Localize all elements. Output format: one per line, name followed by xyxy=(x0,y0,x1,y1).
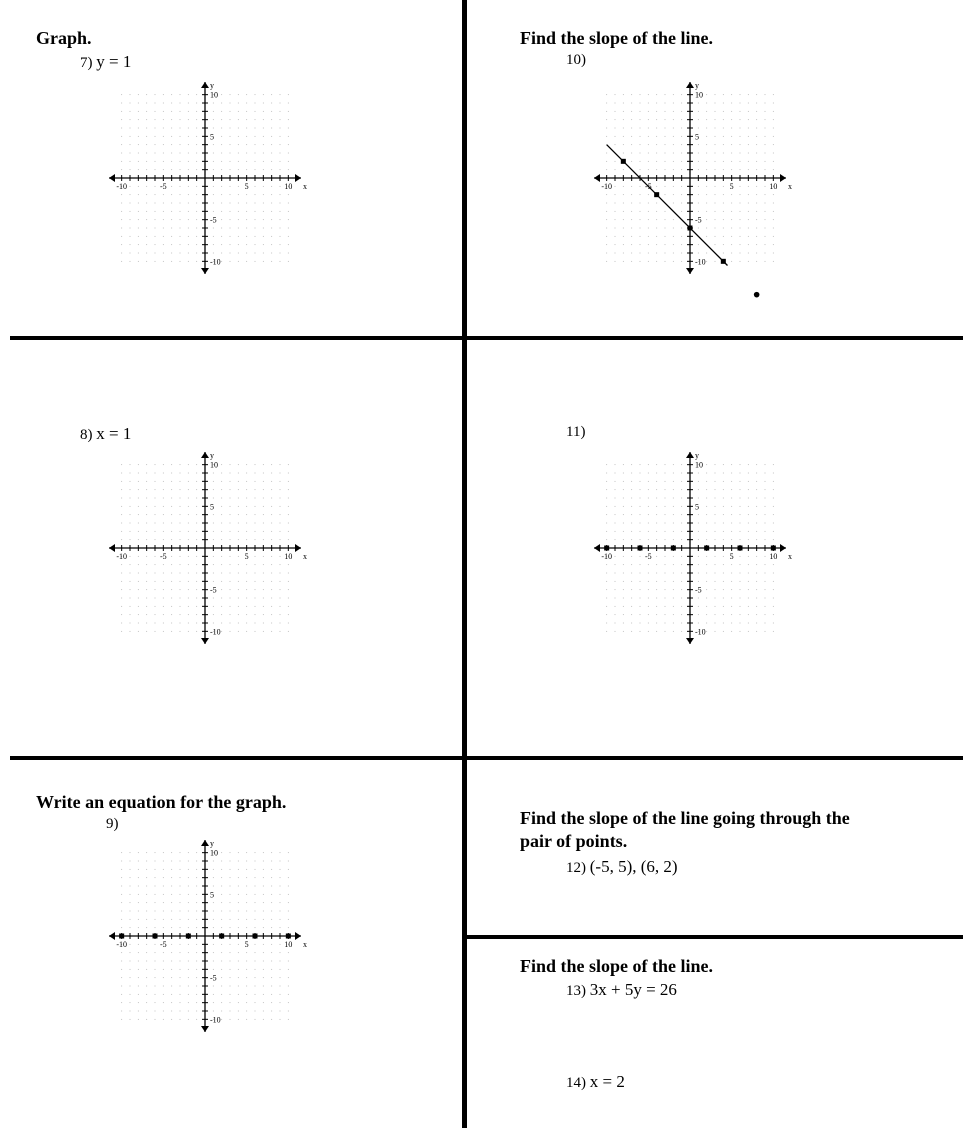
svg-text:10: 10 xyxy=(695,91,703,100)
svg-text:10: 10 xyxy=(284,552,292,561)
q9-num: 9) xyxy=(106,816,119,832)
question-10: 10) xyxy=(566,52,586,69)
question-11: 11) xyxy=(566,424,585,441)
question-13: 13) 3x + 5y = 26 xyxy=(566,980,677,1000)
q10-num: 10) xyxy=(566,52,586,68)
q12-num: 12) xyxy=(566,860,586,876)
svg-text:5: 5 xyxy=(210,132,214,141)
hline-row2-right xyxy=(462,756,963,760)
question-14: 14) x = 2 xyxy=(566,1072,625,1092)
svg-text:5: 5 xyxy=(210,890,214,899)
grid-q10: -10-5510105-5-10xy xyxy=(590,78,820,308)
svg-text:-10: -10 xyxy=(116,552,127,561)
svg-text:10: 10 xyxy=(769,182,777,191)
svg-text:x: x xyxy=(788,182,792,191)
svg-text:-10: -10 xyxy=(601,552,612,561)
q12-eq: (-5, 5), (6, 2) xyxy=(590,857,678,876)
svg-text:-10: -10 xyxy=(116,940,127,949)
q11-num: 11) xyxy=(566,424,585,440)
svg-text:10: 10 xyxy=(210,91,218,100)
svg-text:5: 5 xyxy=(210,502,214,511)
svg-text:-10: -10 xyxy=(210,627,221,636)
svg-text:10: 10 xyxy=(210,461,218,470)
grid-q9: -10 -5 5 10 10 5 -5 -10 x y xyxy=(105,836,335,1066)
svg-text:x: x xyxy=(303,182,307,191)
svg-text:-5: -5 xyxy=(210,974,217,983)
svg-text:5: 5 xyxy=(730,182,734,191)
svg-text:-5: -5 xyxy=(645,552,652,561)
svg-text:y: y xyxy=(210,451,214,460)
vertical-divider xyxy=(462,0,467,1128)
svg-text:-10: -10 xyxy=(601,182,612,191)
svg-text:-5: -5 xyxy=(160,182,167,191)
hline-row2-left xyxy=(10,756,462,760)
svg-text:x: x xyxy=(303,940,307,949)
svg-text:5: 5 xyxy=(695,132,699,141)
svg-text:5: 5 xyxy=(245,182,249,191)
svg-text:10: 10 xyxy=(210,849,218,858)
q13-eq: 3x + 5y = 26 xyxy=(590,980,677,999)
svg-text:y: y xyxy=(695,81,699,90)
grid-q8: -10 -5 5 10 10 5 -5 -10 x y xyxy=(105,448,335,678)
q13-num: 13) xyxy=(566,983,586,999)
svg-text:10: 10 xyxy=(284,940,292,949)
q14-num: 14) xyxy=(566,1075,586,1091)
q8-num: 8) xyxy=(80,427,93,443)
q8-eq: x = 1 xyxy=(96,424,131,443)
title-find-slope-pair-line2: pair of points. xyxy=(520,831,627,852)
svg-text:-5: -5 xyxy=(210,586,217,595)
svg-text:y: y xyxy=(210,81,214,90)
svg-text:-10: -10 xyxy=(116,182,127,191)
svg-text:x: x xyxy=(303,552,307,561)
svg-text:10: 10 xyxy=(284,182,292,191)
hline-row3-right xyxy=(462,935,963,939)
q7-num: 7) xyxy=(80,55,93,71)
svg-text:-10: -10 xyxy=(695,257,706,266)
grid-q7: -10 -5 5 10 10 5 -5 -10 x y xyxy=(105,78,335,308)
svg-text:-5: -5 xyxy=(695,216,702,225)
hline-row1 xyxy=(10,336,963,340)
svg-text:y: y xyxy=(210,839,214,848)
svg-text:-10: -10 xyxy=(695,627,706,636)
svg-text:5: 5 xyxy=(730,552,734,561)
title-find-slope-bottom: Find the slope of the line. xyxy=(520,956,713,977)
svg-text:5: 5 xyxy=(245,940,249,949)
q14-eq: x = 2 xyxy=(590,1072,625,1091)
title-find-slope-top: Find the slope of the line. xyxy=(520,28,713,49)
question-8: 8) x = 1 xyxy=(80,424,131,444)
worksheet-page: Graph. Find the slope of the line. Write… xyxy=(0,0,973,1128)
svg-text:5: 5 xyxy=(695,502,699,511)
svg-text:-5: -5 xyxy=(160,940,167,949)
svg-text:-10: -10 xyxy=(210,257,221,266)
svg-text:5: 5 xyxy=(245,552,249,561)
grid-q11: -10 -5 5 10 10 5 -5 -10 x y xyxy=(590,448,820,678)
question-7: 7) y = 1 xyxy=(80,52,131,72)
svg-text:-5: -5 xyxy=(695,586,702,595)
svg-text:10: 10 xyxy=(695,461,703,470)
svg-text:x: x xyxy=(788,552,792,561)
title-find-slope-pair-line1: Find the slope of the line going through… xyxy=(520,808,850,829)
question-9: 9) xyxy=(106,816,119,833)
question-12: 12) (-5, 5), (6, 2) xyxy=(566,857,678,877)
svg-text:-5: -5 xyxy=(160,552,167,561)
q7-eq: y = 1 xyxy=(96,52,131,71)
title-write-eq: Write an equation for the graph. xyxy=(36,792,286,813)
svg-text:10: 10 xyxy=(769,552,777,561)
svg-text:y: y xyxy=(695,451,699,460)
title-graph: Graph. xyxy=(36,28,92,49)
svg-text:-5: -5 xyxy=(210,216,217,225)
svg-text:-10: -10 xyxy=(210,1015,221,1024)
